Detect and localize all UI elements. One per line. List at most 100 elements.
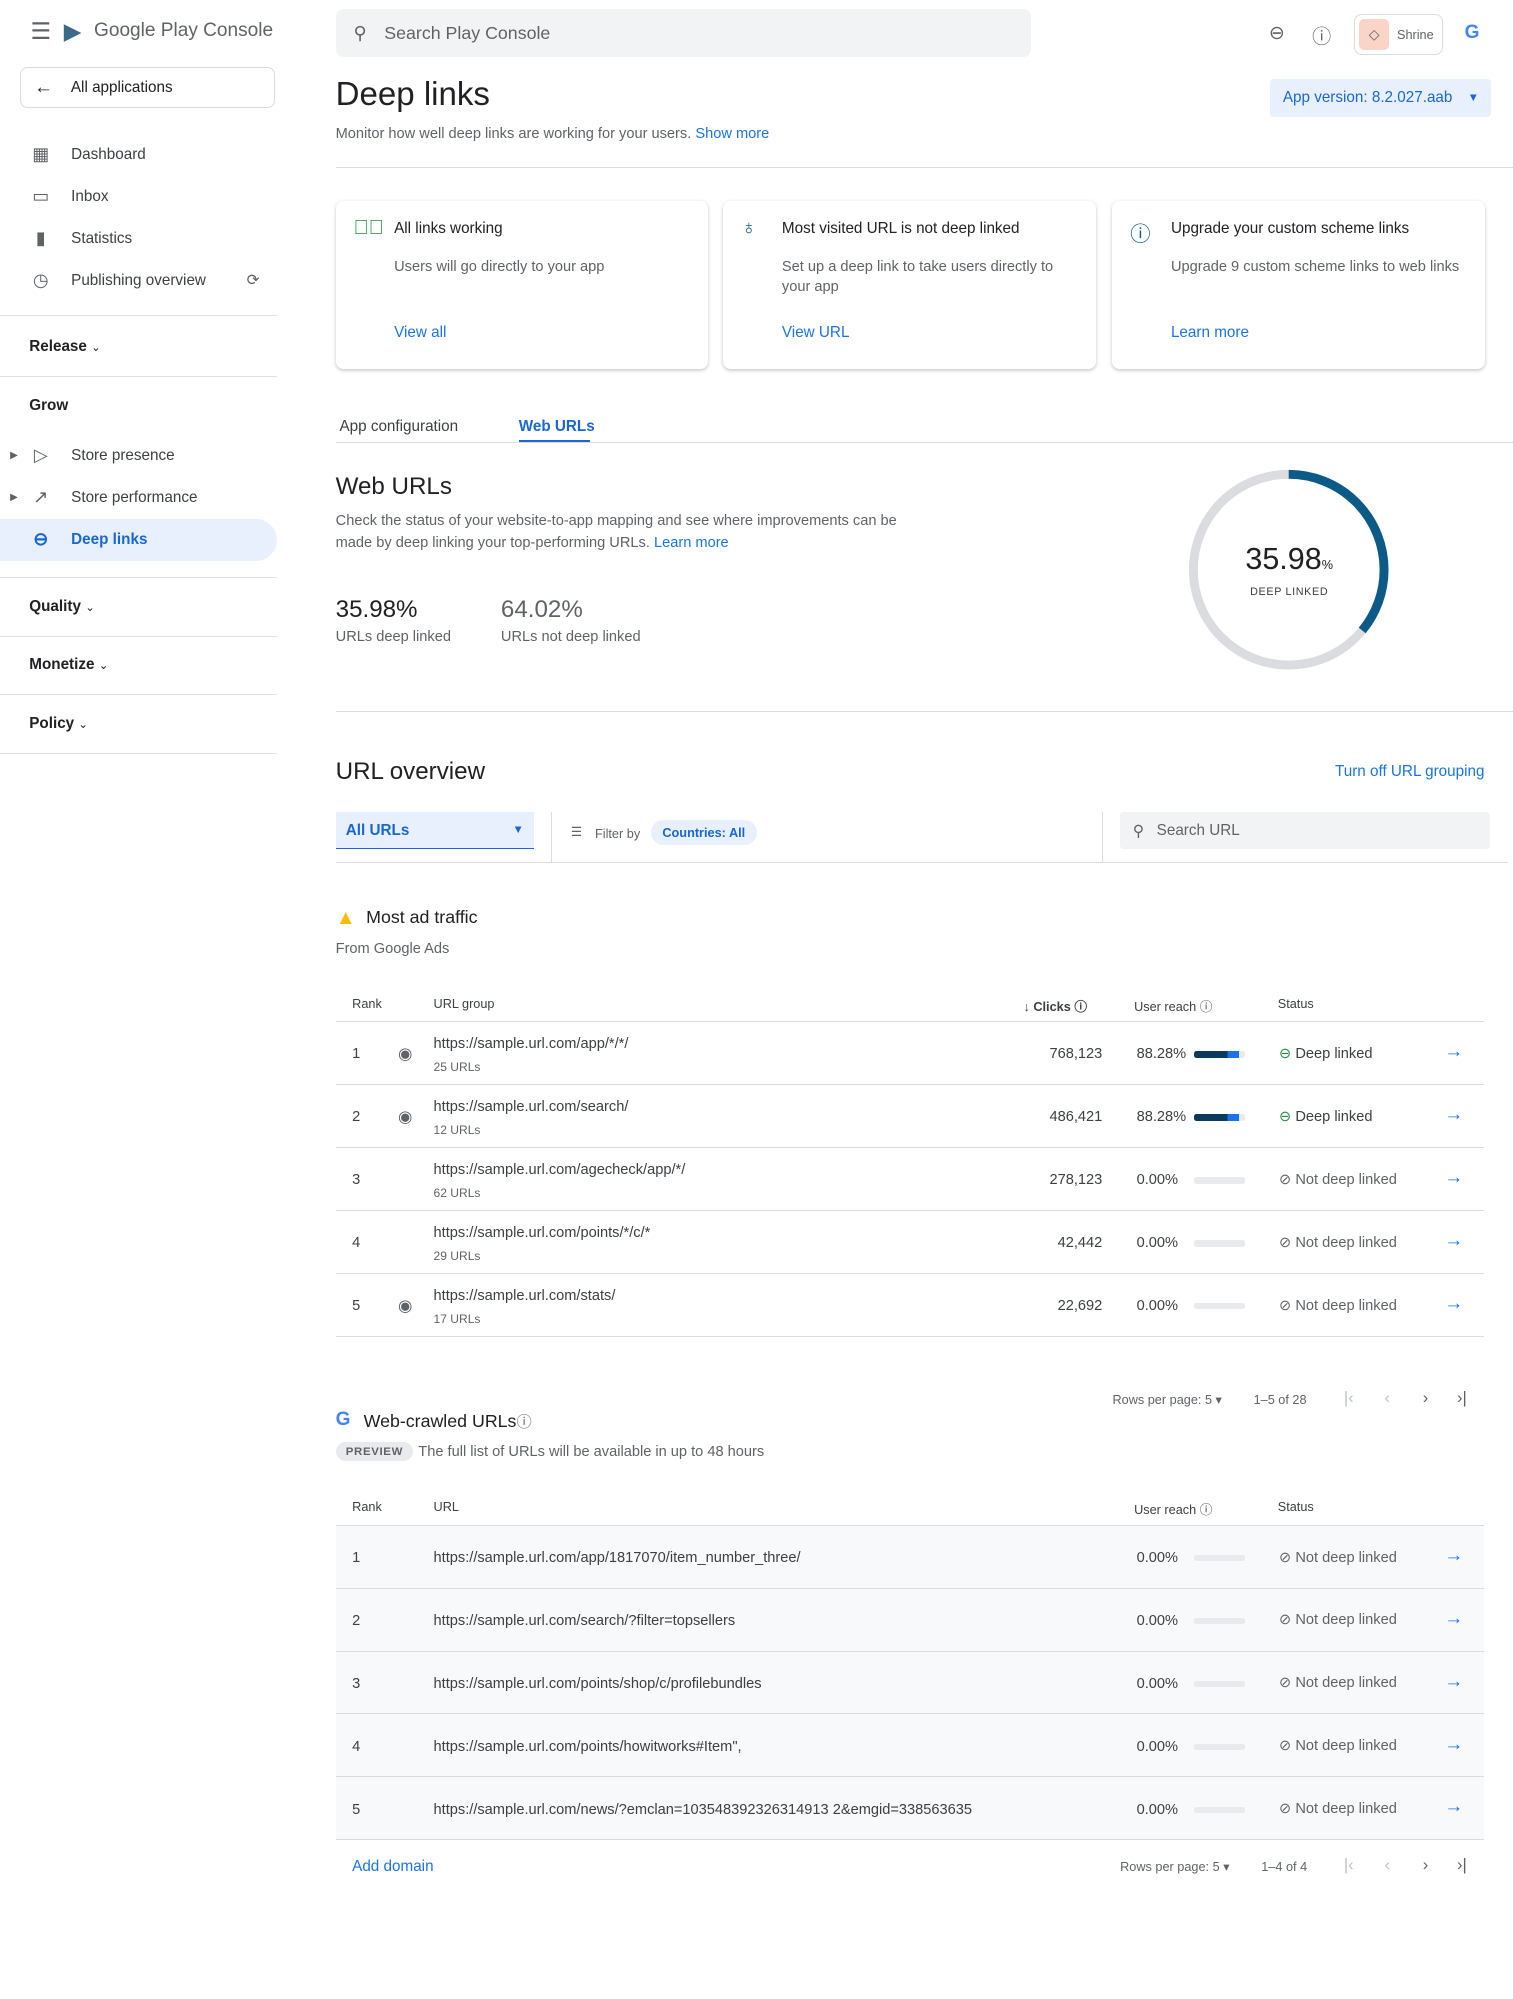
arrow-forward-icon[interactable]: → [1444,1607,1464,1629]
first-page-icon[interactable]: |‹ [1343,1854,1354,1874]
tab-web-urls[interactable]: Web URLs [518,418,595,436]
sidebar-item-deep-links[interactable]: ⊖ Deep links [0,518,278,561]
arrow-forward-icon[interactable]: → [1444,1104,1464,1126]
user-reach-cell: 0.00% [1136,1549,1179,1566]
eye-icon[interactable]: ◉ [397,1295,413,1315]
learn-more-link[interactable]: Learn more [653,534,729,551]
add-domain-link[interactable]: Add domain [352,1857,434,1875]
sidebar-item-inbox[interactable]: ▭ Inbox [0,175,277,217]
most-ad-traffic-title: Most ad traffic [366,906,478,927]
view-url-link[interactable]: View URL [781,324,850,342]
help-icon[interactable]: ⓘ [516,1413,532,1431]
status-text: Not deep linked [1295,1171,1397,1188]
help-icon[interactable]: ⓘ [1199,1501,1213,1517]
url-count: 17 URLs [433,1312,481,1327]
section-label: Release [29,338,87,356]
search-url-input[interactable]: ⚲ Search URL [1120,812,1491,850]
show-more-link[interactable]: Show more [695,125,770,142]
sidebar-item-store-presence[interactable]: ▷ Store presence [0,435,277,477]
eye-icon[interactable]: ◉ [397,1043,413,1063]
learn-more-link[interactable]: Learn more [1170,324,1249,342]
rows-per-page-select[interactable]: Rows per page: 5 ▾ [1120,1858,1230,1874]
next-page-icon[interactable]: › [1422,1854,1429,1874]
expand-arrow-icon[interactable]: ▶ [10,492,18,504]
arrow-forward-icon[interactable]: → [1444,1292,1464,1314]
sidebar-item-store-performance[interactable]: ↗ Store performance [0,477,277,519]
filter-icon[interactable]: ☰ [570,823,583,839]
turn-off-url-grouping-link[interactable]: Turn off URL grouping [1334,762,1485,780]
menu-icon[interactable]: ☰ [30,17,52,44]
table-row[interactable]: 2 ◉ https://sample.url.com/search/ 12 UR… [335,1085,1484,1149]
table-row[interactable]: 4 https://sample.url.com/points/howitwor… [335,1714,1484,1778]
table-row[interactable]: 4 https://sample.url.com/points/*/c/* 29… [335,1211,1484,1274]
sidebar-section-release[interactable]: Release ⌄ [29,338,101,355]
eye-icon[interactable]: ◉ [397,1106,413,1126]
status-text: Not deep linked [1295,1675,1397,1692]
dropdown-arrow-icon: ▼ [512,824,524,837]
rank-cell: 2 [352,1612,361,1629]
arrow-forward-icon[interactable]: → [1444,1670,1464,1692]
link-icon[interactable]: ⊖ [1268,22,1285,44]
table-row[interactable]: 3 https://sample.url.com/points/shop/c/p… [335,1651,1484,1715]
help-icon[interactable]: ⓘ [1074,998,1088,1014]
arrow-forward-icon[interactable]: → [1444,1041,1464,1063]
table-row[interactable]: 1 ◉ https://sample.url.com/app/*/*/ 25 U… [335,1022,1484,1086]
url-count: 12 URLs [433,1123,481,1138]
arrow-forward-icon[interactable]: → [1444,1230,1464,1252]
prev-page-icon[interactable]: ‹ [1384,1388,1391,1408]
sort-arrow-icon: ↓ [1023,998,1030,1014]
clicks-cell: 486,421 [1049,1109,1103,1126]
next-page-icon[interactable]: › [1422,1388,1429,1408]
donut-arc [1189,469,1389,670]
donut-value: 35.98 [1245,541,1322,576]
sidebar-item-publishing-overview[interactable]: ◷ Publishing overview ⟳ [0,259,277,301]
table-row[interactable]: 2 https://sample.url.com/search/?filter=… [335,1588,1484,1652]
prev-page-icon[interactable]: ‹ [1384,1854,1391,1874]
user-reach-bar [1193,1617,1245,1625]
lightbulb-icon: ♁ [741,217,757,240]
table-row[interactable]: 3 https://sample.url.com/agecheck/app/*/… [335,1148,1484,1211]
rows-per-page-select[interactable]: Rows per page: 5 ▾ [1112,1392,1222,1408]
help-icon[interactable]: ⓘ [1312,26,1332,48]
first-page-icon[interactable]: |‹ [1343,1388,1354,1408]
status-cell: ⊘ Not deep linked [1279,1549,1397,1566]
url-type-select[interactable]: All URLs ▼ [335,812,534,850]
header-user-reach: User reach ⓘ [1134,1499,1212,1518]
status-cell: ⊘ Not deep linked [1279,1611,1397,1628]
table-row[interactable]: 5 https://sample.url.com/news/?emclan=10… [335,1777,1484,1841]
sidebar-item-dashboard[interactable]: ▦ Dashboard [0,133,277,175]
logo[interactable]: ☰ ▶ Google Play Console [31,18,274,45]
sidebar-item-statistics[interactable]: ▮ Statistics [0,217,277,259]
table-row[interactable]: 5 ◉ https://sample.url.com/stats/ 17 URL… [335,1274,1484,1337]
header-url: URL [433,1498,459,1514]
app-version-label: App version: 8.2.027.aab [1282,89,1453,107]
sidebar-section-quality[interactable]: Quality ⌄ [29,598,95,615]
view-all-link[interactable]: View all [394,324,447,342]
countries-filter-chip[interactable]: Countries: All [650,820,757,846]
url-count: 25 URLs [433,1060,481,1075]
search-input[interactable]: ⚲ Search Play Console [335,8,1032,58]
google-account-icon[interactable]: G [1464,21,1480,43]
arrow-forward-icon[interactable]: → [1444,1544,1464,1566]
sync-icon: ⟳ [246,272,260,290]
user-reach-bar [1193,1114,1245,1121]
arrow-forward-icon[interactable]: → [1444,1733,1464,1755]
arrow-forward-icon[interactable]: → [1444,1167,1464,1189]
tab-app-configuration[interactable]: App configuration [339,418,459,436]
account-switcher[interactable]: ◇ Shrine [1354,13,1444,55]
last-page-icon[interactable]: ›| [1457,1388,1467,1408]
last-page-icon[interactable]: ›| [1457,1854,1467,1874]
arrow-forward-icon[interactable]: → [1444,1796,1464,1818]
user-reach-bar [1193,1680,1245,1688]
web-crawled-title: Web-crawled URLsⓘ [364,1410,532,1432]
rows-per-page-label: Rows per page: 5 [1120,1858,1220,1874]
expand-arrow-icon[interactable]: ▶ [10,450,18,462]
help-icon[interactable]: ⓘ [1199,998,1213,1014]
sidebar-section-monetize[interactable]: Monetize ⌄ [29,656,108,673]
app-version-select[interactable]: App version: 8.2.027.aab ▼ [1270,78,1492,117]
header-clicks[interactable]: ↓ Clicks ⓘ [1023,996,1087,1015]
all-applications-button[interactable]: ← All applications [20,67,275,109]
sidebar-section-policy[interactable]: Policy ⌄ [29,715,88,732]
table-row[interactable]: 1 https://sample.url.com/app/1817070/ite… [335,1525,1484,1589]
rank-cell: 1 [352,1046,361,1063]
